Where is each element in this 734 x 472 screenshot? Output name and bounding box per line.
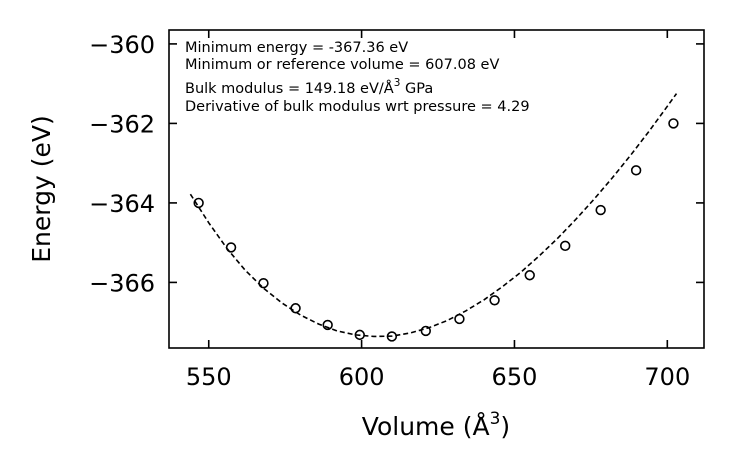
fit-curve [189,93,678,338]
data-point [290,303,301,314]
annotation-min-energy: Minimum energy = -367.36 eV [185,40,408,56]
annotation-bulk-modulus-derivative: Derivative of bulk modulus wrt pressure … [185,99,530,115]
data-point [489,295,500,306]
x-tick-label: 550 [186,363,232,391]
data-point [322,319,333,331]
y-tick-label: −364 [89,190,155,218]
data-point [386,331,398,342]
plot-frame [168,29,705,349]
annotation-bulk-modulus: Bulk modulus = 149.18 eV/Å3 GPa [185,77,433,97]
y-tick-label: −366 [89,269,155,297]
x-axis-title: Volume (Å3) [362,409,510,441]
data-point [354,329,365,341]
data-point [630,165,642,176]
data-point [668,118,679,129]
ticks-layer: 550 600 650 700 −366 −364 −362 −360 [89,30,704,391]
data-point [225,242,237,253]
data-point [560,240,571,252]
annotation-bulk-modulus-unit: GPa [400,81,433,97]
annotation-bulk-modulus-sup: 3 [394,77,401,89]
x-tick-label: 650 [492,363,538,391]
data-point [524,270,535,281]
y-tick-label: −362 [89,110,155,138]
data-point [193,197,204,209]
y-axis-title: Energy (eV) [27,115,56,262]
data-point [595,204,606,216]
x-tick-label: 600 [339,363,385,391]
data-point [420,325,431,337]
x-axis-title-text: Volume (Å [362,412,490,441]
data-point [454,313,465,325]
x-axis-title-sup: 3 [490,409,501,429]
annotation-min-volume: Minimum or reference volume = 607.08 eV [185,57,499,73]
data-point [258,278,269,289]
annotation-bulk-modulus-text: Bulk modulus = 149.18 eV/Å [185,80,394,97]
plot-layer [189,93,679,342]
x-axis-title-close: ) [500,412,510,441]
y-tick-label: −360 [89,31,155,59]
x-tick-label: 700 [644,363,690,391]
